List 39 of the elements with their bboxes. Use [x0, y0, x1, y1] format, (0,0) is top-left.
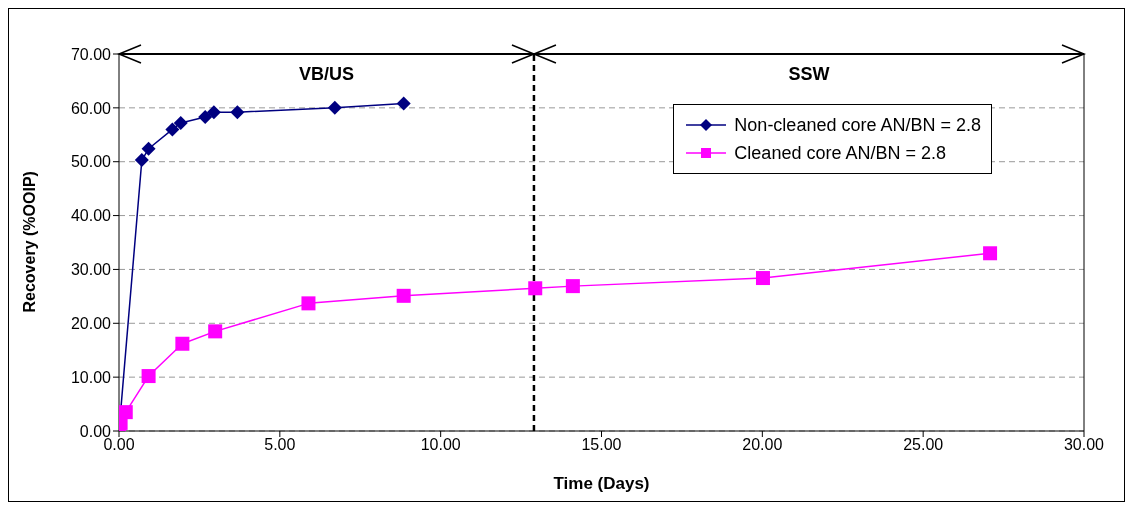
point — [755, 271, 770, 286]
y-tick-label: 40.00 — [70, 207, 112, 225]
y-tick-label: 10.00 — [70, 368, 112, 386]
x-tick-label: 20.00 — [742, 436, 783, 454]
x-axis-title: Time (Days) — [553, 474, 650, 493]
point — [528, 281, 543, 296]
y-tick-label: 20.00 — [70, 314, 112, 332]
point — [230, 105, 245, 120]
x-tick-label: 30.00 — [1063, 436, 1105, 454]
legend-label: Cleaned core AN/BN = 2.8 — [734, 142, 946, 165]
y-axis-title: Recovery (%OOIP) — [20, 171, 38, 313]
point — [175, 336, 190, 351]
point — [134, 153, 149, 168]
point — [565, 279, 580, 294]
y-tick-label: 50.00 — [70, 153, 112, 171]
point — [141, 369, 156, 384]
point — [327, 100, 342, 115]
point — [173, 115, 188, 130]
point — [206, 105, 221, 120]
point — [396, 96, 411, 111]
x-tick-label: 5.00 — [264, 436, 296, 454]
point — [119, 405, 133, 420]
y-tick-label: 30.00 — [70, 261, 112, 279]
x-tick-label: 25.00 — [903, 436, 944, 454]
y-tick-label: 70.00 — [70, 45, 112, 63]
y-tick-label: 60.00 — [70, 99, 112, 117]
x-tick-label: 15.00 — [581, 436, 622, 454]
point — [396, 288, 411, 303]
point — [983, 246, 998, 261]
point — [165, 122, 180, 137]
annotation: SSW — [788, 64, 830, 84]
point — [198, 110, 213, 125]
point — [301, 296, 316, 311]
annotation: VB/US — [298, 64, 354, 84]
point — [141, 141, 156, 156]
point — [208, 324, 223, 339]
x-tick-label: 0.00 — [103, 436, 135, 454]
legend-label: Non-cleaned core AN/BN = 2.8 — [734, 114, 981, 137]
x-tick-label: 10.00 — [420, 436, 461, 454]
